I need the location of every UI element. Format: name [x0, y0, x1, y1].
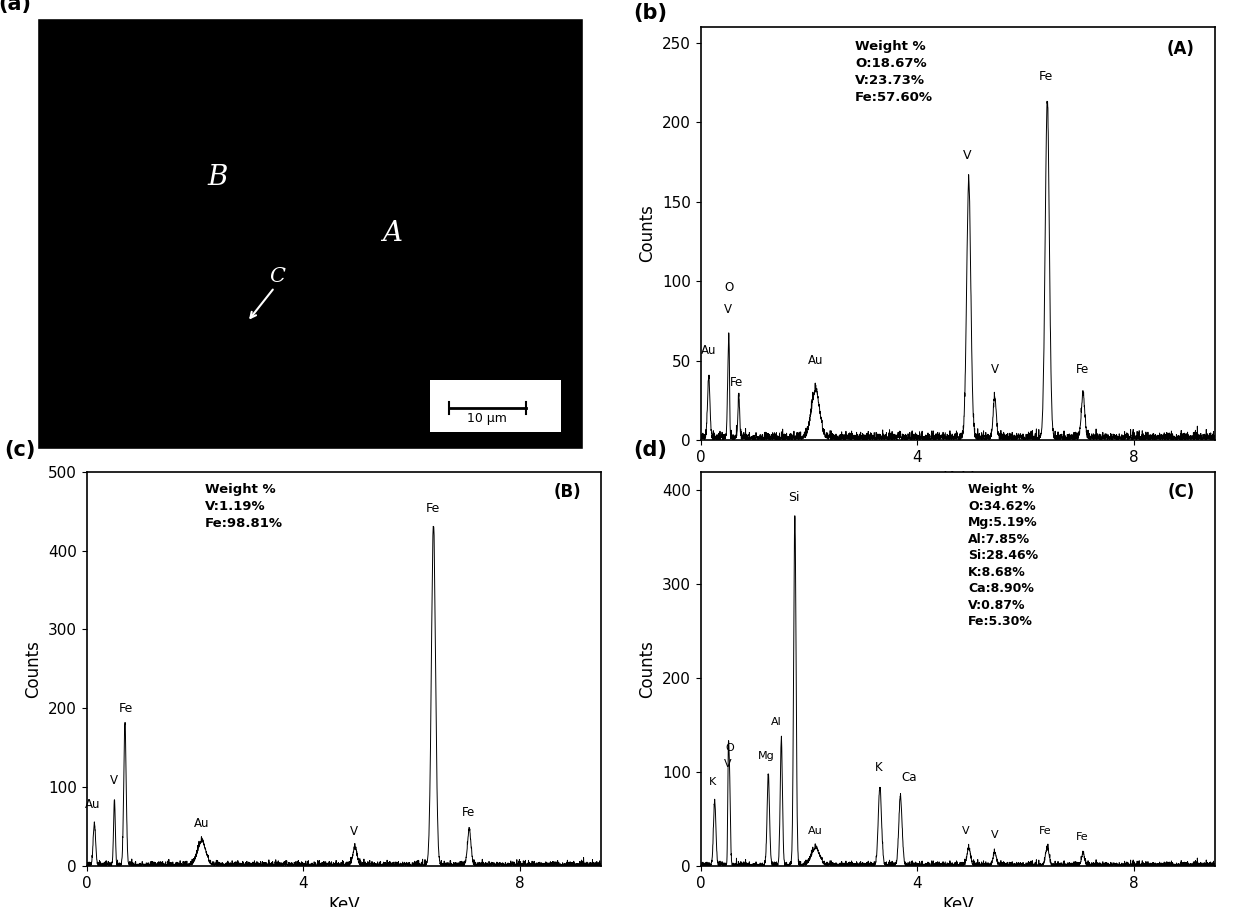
Y-axis label: Counts: Counts	[25, 640, 42, 697]
Text: Al: Al	[770, 717, 781, 727]
Text: Au: Au	[193, 817, 210, 830]
Text: Mg: Mg	[759, 751, 775, 761]
Text: (A): (A)	[1167, 40, 1194, 57]
Text: Au: Au	[807, 354, 823, 366]
Text: O: O	[724, 281, 734, 294]
Text: (b): (b)	[634, 3, 667, 23]
Text: Fe: Fe	[1076, 364, 1089, 376]
Text: K: K	[709, 777, 717, 787]
Text: Fe: Fe	[463, 805, 475, 819]
Text: (d): (d)	[634, 440, 667, 460]
Text: (c): (c)	[5, 440, 36, 460]
Text: Fe: Fe	[1039, 70, 1053, 83]
Text: A: A	[382, 220, 402, 247]
Text: V: V	[991, 830, 998, 840]
Text: Weight %
O:34.62%
Mg:5.19%
Al:7.85%
Si:28.46%
K:8.68%
Ca:8.90%
V:0.87%
Fe:5.30%: Weight % O:34.62% Mg:5.19% Al:7.85% Si:2…	[968, 483, 1038, 629]
Text: Fe: Fe	[119, 702, 133, 715]
Text: Au: Au	[808, 826, 823, 836]
Y-axis label: Counts: Counts	[639, 640, 656, 697]
Text: Weight %
O:18.67%
V:23.73%
Fe:57.60%: Weight % O:18.67% V:23.73% Fe:57.60%	[854, 40, 932, 103]
Text: Fe: Fe	[425, 502, 439, 515]
Text: 10 μm: 10 μm	[467, 413, 507, 425]
Text: V: V	[991, 364, 998, 376]
Text: V: V	[110, 775, 118, 787]
X-axis label: KeV: KeV	[942, 896, 973, 907]
Y-axis label: Counts: Counts	[639, 205, 656, 262]
Text: Au: Au	[701, 345, 715, 357]
Text: O: O	[725, 744, 734, 754]
Text: Fe: Fe	[1039, 826, 1052, 836]
X-axis label: KeV: KeV	[942, 470, 973, 488]
Text: K: K	[874, 761, 882, 775]
Text: Au: Au	[84, 798, 100, 811]
Text: (a): (a)	[0, 0, 32, 14]
Text: Fe: Fe	[1076, 832, 1089, 842]
Text: Weight %
V:1.19%
Fe:98.81%: Weight % V:1.19% Fe:98.81%	[205, 483, 283, 531]
Text: (B): (B)	[553, 483, 580, 502]
Text: B: B	[207, 164, 227, 191]
X-axis label: KeV: KeV	[329, 896, 360, 907]
Bar	[430, 380, 560, 432]
Text: V: V	[350, 824, 358, 838]
Text: (C): (C)	[1167, 483, 1194, 502]
Text: C: C	[269, 268, 285, 286]
Text: Si: Si	[787, 491, 800, 503]
Text: V: V	[724, 759, 732, 769]
Text: Fe: Fe	[729, 376, 743, 389]
Text: V: V	[962, 826, 970, 836]
Text: Ca: Ca	[901, 771, 916, 784]
Text: V: V	[962, 149, 971, 162]
Text: V: V	[724, 303, 732, 317]
